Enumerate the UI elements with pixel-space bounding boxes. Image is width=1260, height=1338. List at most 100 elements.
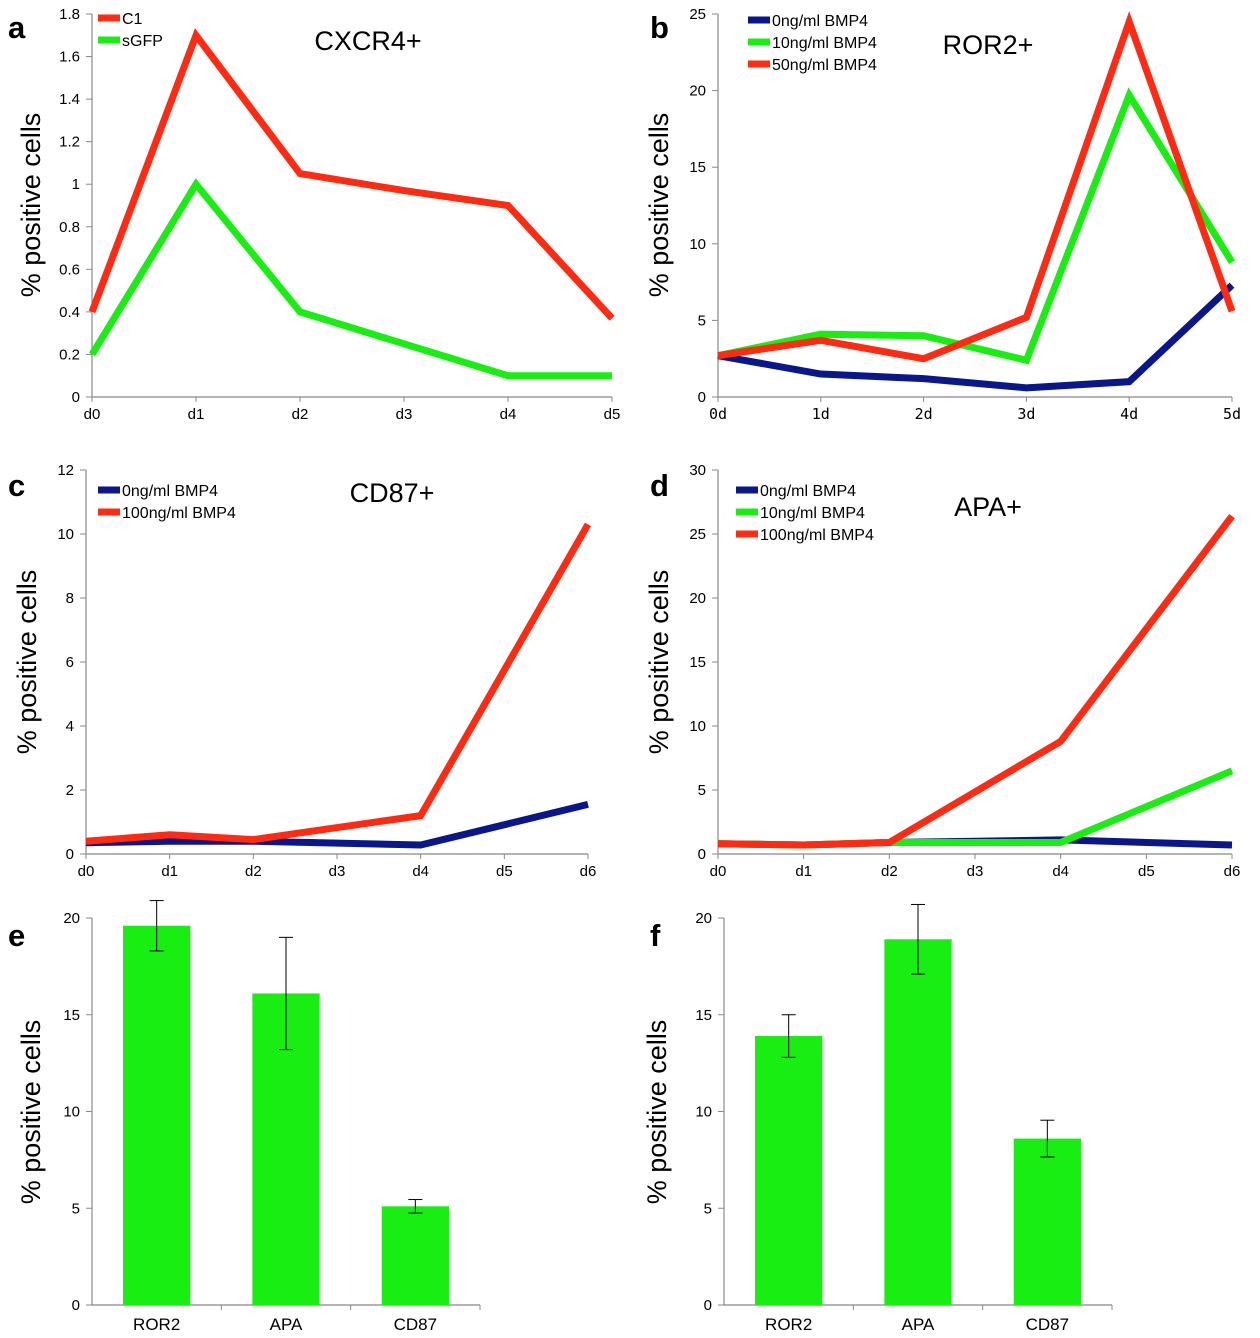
series-line-3 — [717, 513, 1235, 849]
series-line-2 — [717, 87, 1235, 365]
x-tick-label: 4d — [1120, 405, 1138, 423]
x-tick-label: d0 — [84, 406, 101, 423]
y-tick-label: 10 — [689, 236, 706, 253]
chart-title: ROR2+ — [943, 30, 1034, 60]
panel-letter: c — [8, 468, 25, 503]
x-tick-label: d1 — [795, 863, 812, 880]
x-tick-label: 2d — [915, 405, 933, 423]
y-tick-label: 15 — [689, 159, 706, 176]
bar — [123, 925, 191, 1305]
x-tick-label: 1d — [812, 405, 830, 423]
y-tick-label: 0 — [698, 389, 706, 406]
x-tick-label: d0 — [78, 863, 95, 880]
chart-title: APA+ — [954, 492, 1022, 522]
y-axis-label: % positive cells — [644, 570, 674, 755]
y-tick-label: 25 — [689, 6, 706, 23]
x-tick-label: d5 — [1138, 863, 1155, 880]
y-tick-label: 1.4 — [59, 91, 80, 108]
x-tick-label: d6 — [580, 863, 597, 880]
x-tick-label: d4 — [412, 863, 429, 880]
y-tick-label: 1.2 — [59, 134, 80, 151]
x-tick-label: d2 — [245, 863, 262, 880]
x-tick-label: d0 — [710, 863, 727, 880]
panel-b: 0 5 10 15 20 25 0d 1d 2d 3d 4d 5d % positive cells b 0… — [644, 6, 1241, 423]
y-tick-label: 20 — [689, 83, 706, 100]
y-tick-label: 1 — [72, 176, 80, 193]
y-tick-label: 0 — [66, 846, 74, 863]
y-tick-label: 5 — [698, 312, 706, 329]
series-line-1 — [88, 28, 615, 321]
y-tick-label: 8 — [66, 590, 74, 607]
legend-label: 50ng/ml BMP4 — [772, 57, 877, 74]
y-tick-label: 0.8 — [59, 219, 80, 236]
x-tick-label: d4 — [500, 406, 517, 423]
series-line-2 — [85, 522, 592, 845]
bar — [755, 1036, 823, 1305]
y-tick-label: 1.6 — [59, 49, 80, 66]
legend-label: 0ng/ml BMP4 — [122, 483, 218, 500]
panel-letter: f — [650, 918, 661, 953]
x-tick-label: d1 — [161, 863, 178, 880]
y-tick-label: 5 — [72, 1200, 80, 1217]
x-tick-label: ROR2 — [133, 1315, 180, 1334]
y-tick-label: 1.8 — [59, 6, 80, 23]
x-tick-label: CD87 — [394, 1315, 437, 1334]
x-tick-label: d3 — [396, 406, 413, 423]
panel-letter: a — [8, 10, 26, 45]
series-line-1 — [717, 282, 1235, 392]
x-tick-label: d6 — [1224, 863, 1241, 880]
y-axis-label: % positive cells — [12, 570, 42, 755]
x-tick-label: d5 — [496, 863, 513, 880]
legend-label: 0ng/ml BMP4 — [760, 483, 856, 500]
legend-label: 0ng/ml BMP4 — [772, 13, 868, 30]
y-axis-label: % positive cells — [642, 1020, 672, 1205]
x-tick-label: d5 — [604, 406, 621, 423]
y-tick-label: 12 — [57, 462, 74, 479]
legend-label: sGFP — [122, 33, 163, 50]
y-tick-label: 0 — [72, 389, 80, 406]
y-tick-label: 30 — [689, 462, 706, 479]
x-tick-label: d2 — [292, 406, 309, 423]
legend-label: 10ng/ml BMP4 — [772, 35, 877, 52]
y-tick-label: 2 — [66, 782, 74, 799]
panel-letter: b — [650, 10, 669, 45]
x-tick-label: CD87 — [1026, 1315, 1069, 1334]
y-tick-label: 0.6 — [59, 261, 80, 278]
y-tick-label: 20 — [695, 910, 712, 927]
x-tick-label: APA — [270, 1315, 303, 1334]
y-tick-label: 0 — [704, 1297, 712, 1314]
y-tick-label: 10 — [63, 1104, 80, 1121]
chart-title: CXCR4+ — [314, 26, 421, 56]
x-tick-label: d3 — [967, 863, 984, 880]
x-tick-label: ROR2 — [765, 1315, 812, 1334]
y-axis-label: % positive cells — [16, 113, 46, 298]
y-tick-label: 20 — [63, 910, 80, 927]
panel-letter: e — [8, 918, 25, 953]
x-tick-label: d2 — [881, 863, 898, 880]
y-axis-label: % positive cells — [644, 113, 674, 298]
x-tick-label: 0d — [709, 405, 727, 423]
y-tick-label: 4 — [66, 718, 74, 735]
bar — [381, 1206, 449, 1305]
series-line-3 — [717, 11, 1236, 363]
legend-label: 10ng/ml BMP4 — [760, 505, 865, 522]
y-tick-label: 25 — [689, 526, 706, 543]
y-tick-label: 10 — [689, 718, 706, 735]
y-tick-label: 5 — [704, 1200, 712, 1217]
y-tick-label: 15 — [689, 654, 706, 671]
panel-e: 0 5 10 15 20 ROR2 APA CD87 % positive cells e — [8, 900, 481, 1334]
x-tick-label: d4 — [1052, 863, 1069, 880]
x-tick-label: d1 — [188, 406, 205, 423]
x-tick-label: 5d — [1223, 405, 1241, 423]
series-line-2 — [717, 767, 1234, 849]
bar — [1013, 1138, 1081, 1305]
chart-title: CD87+ — [350, 478, 435, 508]
panel-a: 0 0.2 0.4 0.6 0.8 1 1.2 1.4 1.6 1.8 d0 d1 d2 d3 d4 d5 % … — [8, 6, 620, 423]
x-tick-label: d3 — [329, 863, 346, 880]
x-tick-label: 3d — [1017, 405, 1035, 423]
legend-label: 100ng/ml BMP4 — [122, 505, 236, 522]
y-tick-label: 0.2 — [59, 346, 80, 363]
y-tick-label: 5 — [698, 782, 706, 799]
y-tick-label: 0 — [698, 846, 706, 863]
